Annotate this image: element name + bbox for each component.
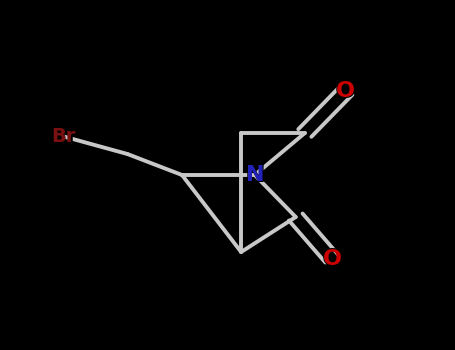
Text: N: N	[244, 163, 265, 187]
Text: O: O	[335, 79, 356, 103]
Text: N: N	[246, 165, 264, 185]
Text: O: O	[323, 249, 342, 269]
Text: O: O	[322, 247, 343, 271]
Text: Br: Br	[51, 127, 76, 146]
Text: Br: Br	[50, 126, 78, 147]
Text: O: O	[336, 81, 355, 101]
